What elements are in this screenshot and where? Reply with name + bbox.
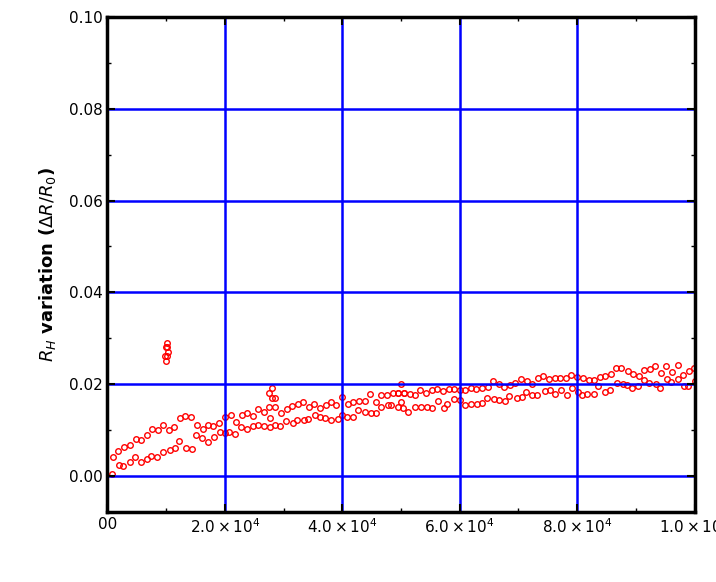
Y-axis label: $R_H$ variation ($\Delta R/R_0$): $R_H$ variation ($\Delta R/R_0$)	[37, 168, 57, 362]
